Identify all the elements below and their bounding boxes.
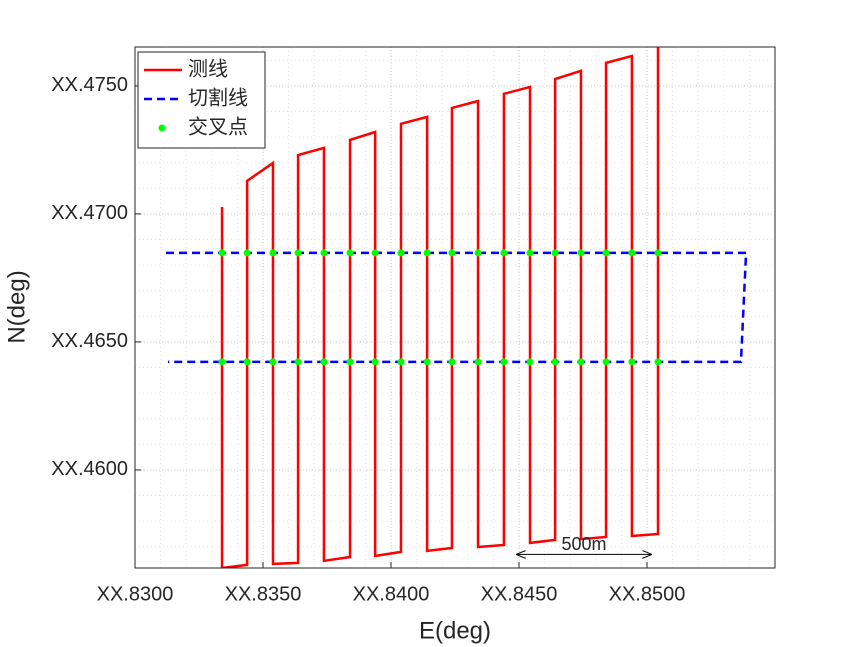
intersection-point [474,358,482,366]
intersection-point [526,249,534,257]
y-tick-label: XX.4700 [51,202,128,224]
intersection-point [448,358,456,366]
intersection-point [577,358,585,366]
intersection-point [551,249,559,257]
intersection-point [474,249,482,257]
intersection-point [628,358,636,366]
intersection-point [628,249,636,257]
intersection-point [397,358,405,366]
x-tick-label: XX.8450 [481,583,558,605]
intersection-point [346,249,354,257]
distance-label: 500m [562,534,607,554]
survey-line [220,47,660,568]
intersection-point [423,249,431,257]
intersection-point [551,358,559,366]
x-tick-label: XX.8350 [225,583,302,605]
x-axis-label: E(deg) [419,617,491,644]
intersection-point [218,358,226,366]
data [165,47,748,568]
intersection-point [294,358,302,366]
intersection-point [269,358,277,366]
intersection-point [243,249,251,257]
intersection-point [243,358,251,366]
intersection-point [500,358,508,366]
intersection-point [371,358,379,366]
y-tick-label: XX.4750 [51,74,128,96]
intersection-point [320,249,328,257]
intersection-point [526,358,534,366]
legend-label: 切割线 [188,86,248,109]
grid [134,47,775,568]
intersection-point [218,249,226,257]
legend-marker [158,124,166,132]
annotation: 500m [517,534,651,554]
intersection-point [423,358,431,366]
intersection-point [654,358,662,366]
y-tick-label: XX.4600 [51,458,128,480]
y-tick-label: XX.4650 [51,330,128,352]
x-tick-label: XX.8300 [97,583,174,605]
legend-label: 交叉点 [188,115,248,138]
intersection-point [346,358,354,366]
intersection-point [602,249,610,257]
intersection-point [269,249,277,257]
legend-label: 测线 [188,57,228,80]
intersection-point [397,249,405,257]
intersection-point [500,249,508,257]
ticks: XX.8300 XX.8350 XX.8400 XX.8450 XX.8500 XX.46… [51,74,685,605]
intersection-point [654,249,662,257]
intersection-point [577,249,585,257]
axes-box [134,46,776,569]
intersection-point [448,249,456,257]
intersection-point [371,249,379,257]
x-tick-label: XX.8500 [609,583,686,605]
intersection-point [294,249,302,257]
y-axis-label: N(deg) [3,270,30,343]
intersection-point [320,358,328,366]
x-tick-label: XX.8400 [353,583,430,605]
intersection-point [602,358,610,366]
